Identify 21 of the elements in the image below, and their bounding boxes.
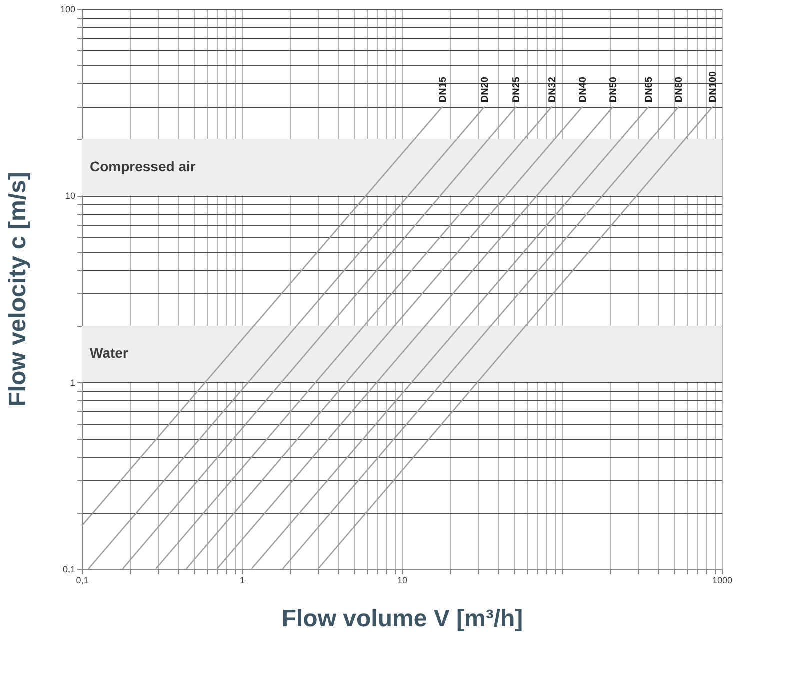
- y-tick-label: 1: [70, 378, 76, 388]
- text: DN40: [578, 76, 589, 103]
- x-tick-label: 0,1: [76, 576, 89, 586]
- text: DN65: [644, 76, 656, 103]
- y-tick-label: 0,1: [62, 564, 76, 574]
- text: DN100: [708, 71, 720, 103]
- x-axis-title: Flow volume V [m³/h]: [282, 606, 524, 632]
- y-tick-label: 10: [65, 191, 76, 202]
- x-tick-label: 1000: [712, 576, 733, 586]
- text: DN20: [480, 76, 491, 103]
- x-tick-label: 1: [240, 576, 246, 586]
- band-label: Compressed air: [90, 158, 196, 175]
- text: DN32: [547, 76, 558, 103]
- band-label: Water: [90, 345, 129, 362]
- text: DN15: [438, 76, 449, 103]
- text: DN25: [512, 76, 523, 103]
- y-tick-label: 100: [60, 4, 76, 14]
- y-axis-title: Flow velocity c [m/s]: [4, 172, 32, 407]
- text: DN50: [608, 76, 620, 103]
- x-tick-label: 10: [397, 576, 408, 586]
- text: DN80: [674, 76, 686, 103]
